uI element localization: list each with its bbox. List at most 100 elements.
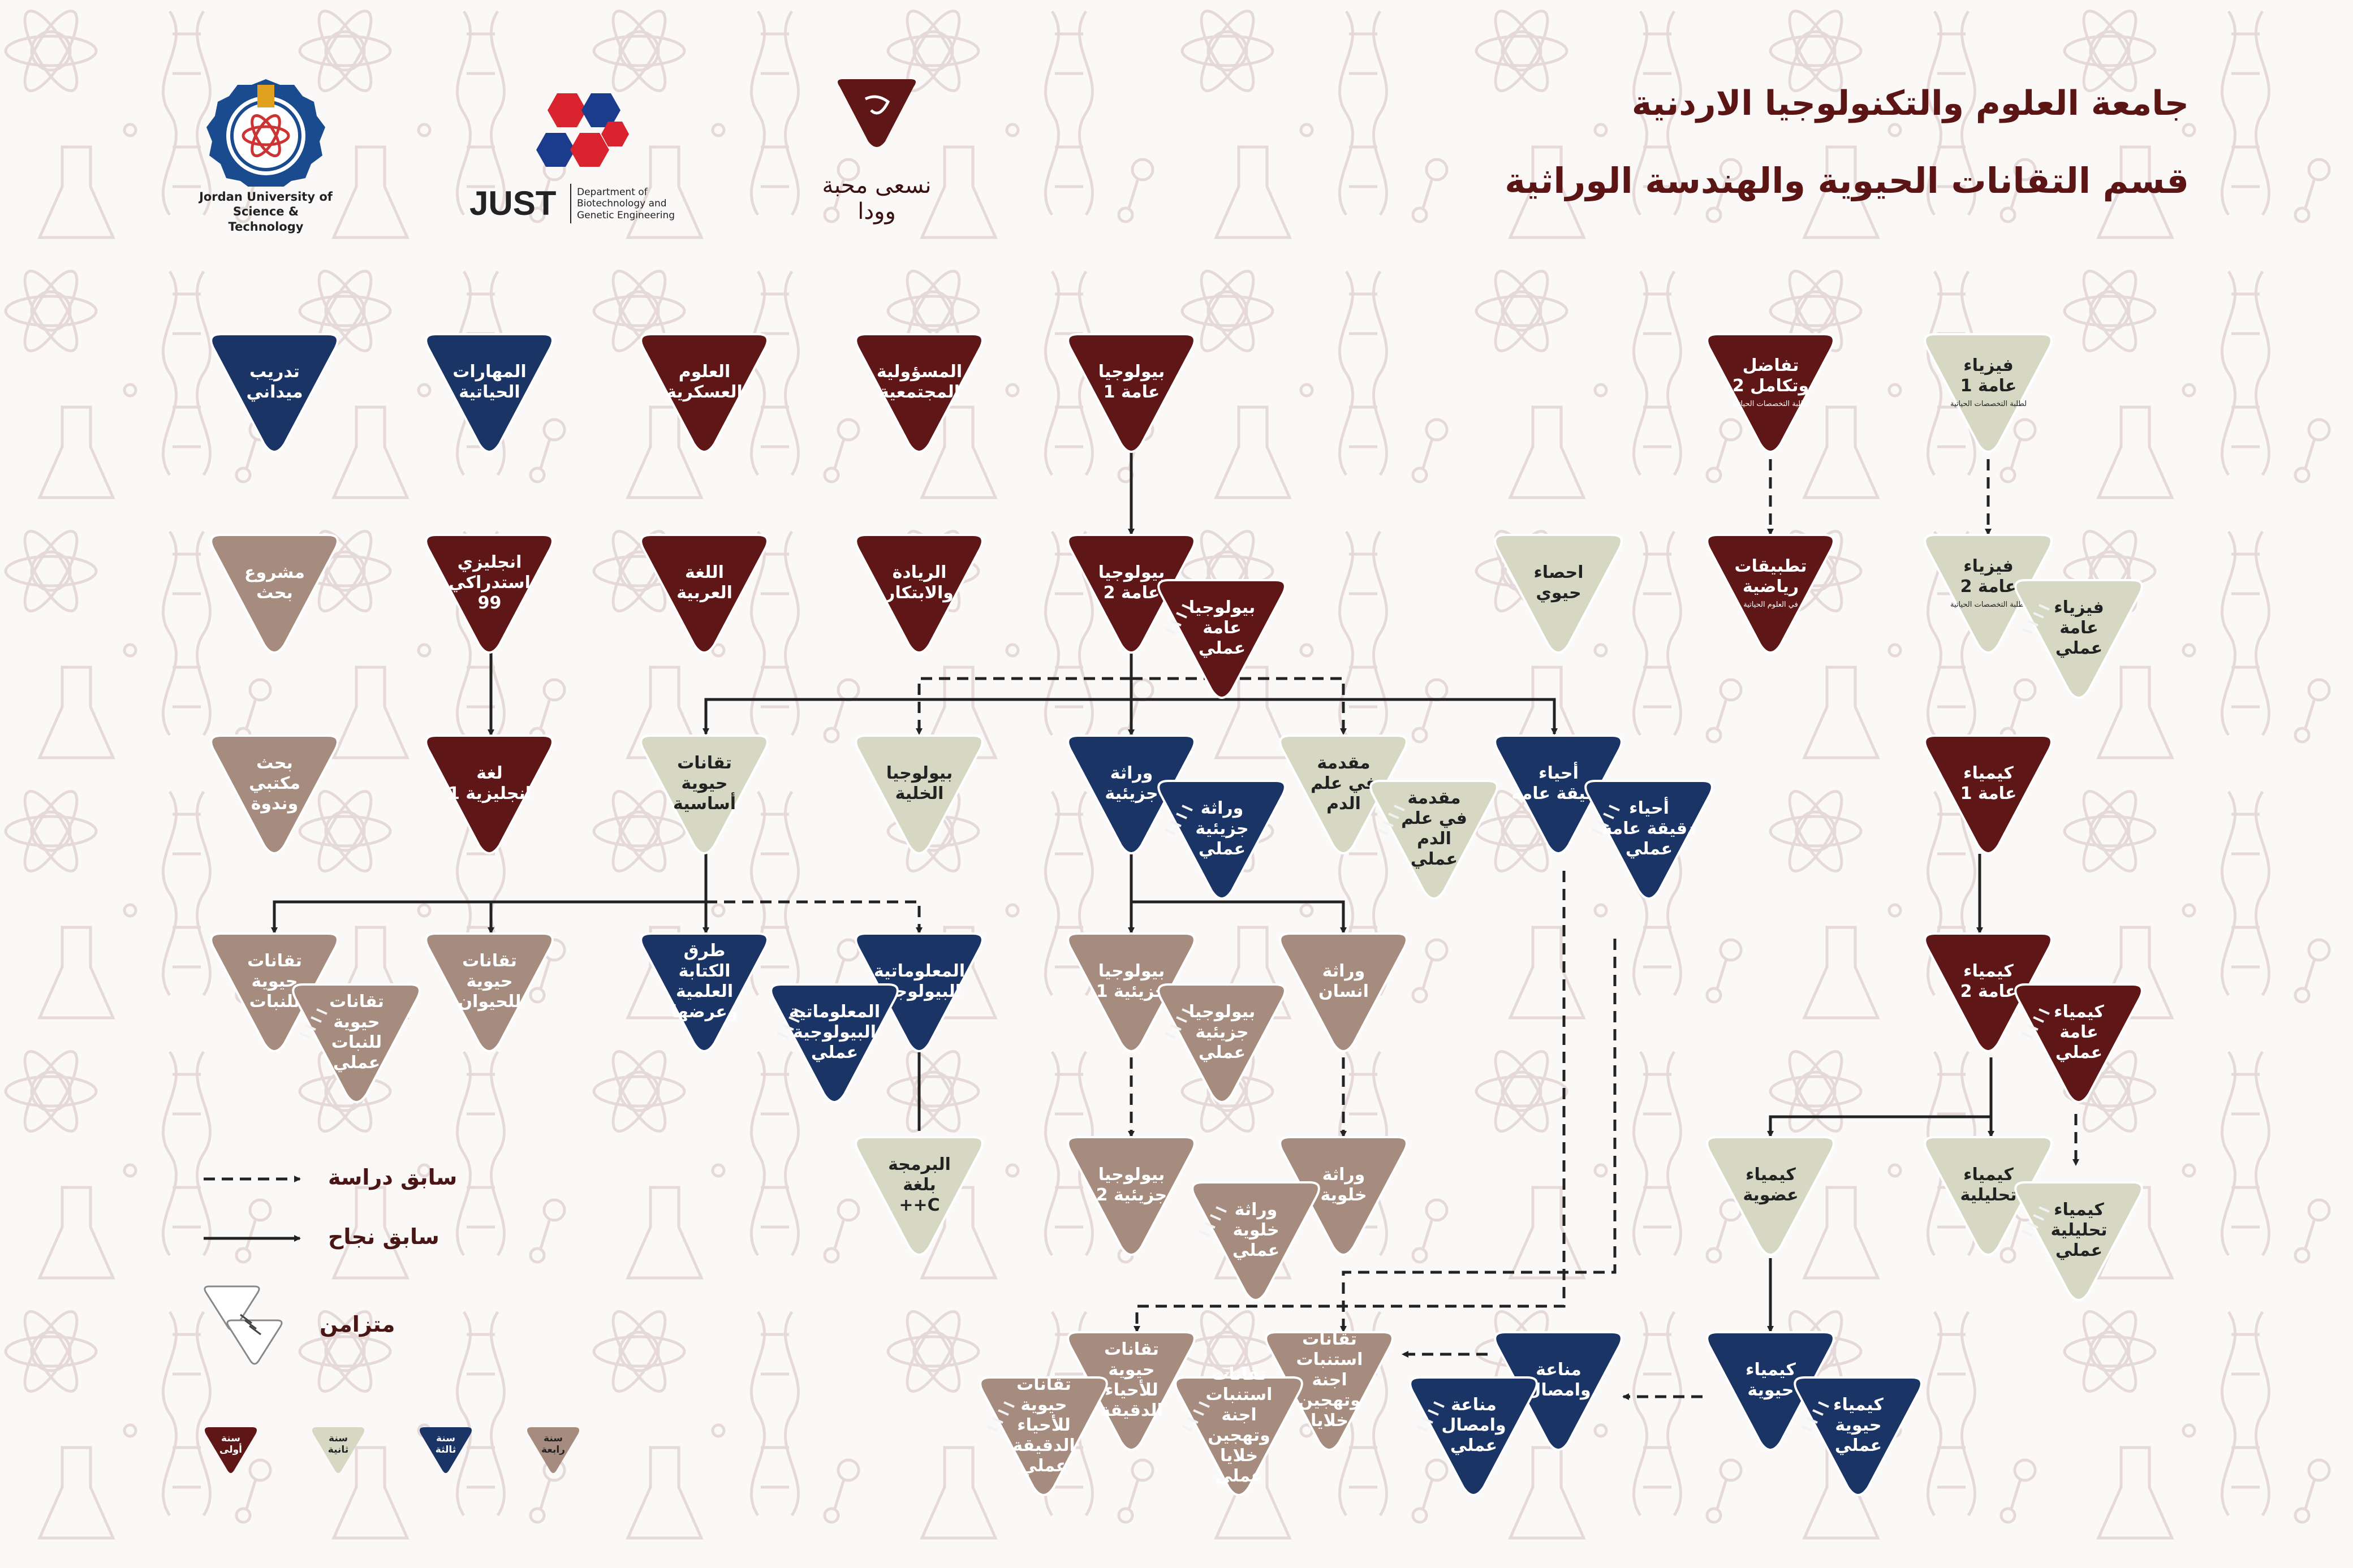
concurrent-stitch-icon — [2022, 1008, 2050, 1039]
legend-pass-prereq: سابق نجاح — [328, 1224, 439, 1249]
course-shape — [640, 333, 769, 453]
course-label: فيزياء عامة 2 لطلبة التخصصات الحياتية — [1939, 546, 2038, 620]
course-node-molecular-genetics: وراثة جزيئية — [1062, 732, 1201, 859]
legend-year1-label: سنة أولى — [219, 1433, 242, 1455]
course-node-physics-2: فيزياء عامة 2 لطلبة التخصصات الحياتية — [1919, 532, 2058, 659]
course-label: بحث مكتبي وندوة — [225, 747, 324, 820]
course-label: لغة انجليزية 1 — [440, 747, 539, 820]
course-shape — [1157, 780, 1286, 900]
course-label: المعلوماتية البيولوجية عملي — [785, 996, 884, 1069]
legend-year4: سنة رابعة — [525, 1425, 581, 1476]
course-shape — [1157, 983, 1286, 1103]
concurrent-stitch-icon — [2022, 604, 2050, 634]
course-label: تدريب ميداني — [225, 345, 324, 419]
course-title: وراثة خلوية — [1320, 1165, 1367, 1205]
course-shape — [1494, 1331, 1623, 1451]
course-label: تقانات حيوية للحيوان — [440, 945, 539, 1018]
concurrent-stitch-icon — [777, 1008, 805, 1039]
course-node-social-responsibility: المسؤولية المجتمعية — [850, 331, 989, 458]
concurrent-stitch-icon — [1416, 1401, 1445, 1432]
course-title: المسؤولية المجتمعية — [876, 362, 963, 402]
course-node-biochemistry-lab: كيمياء حيوية عملي — [1789, 1374, 1928, 1501]
course-title: احصاء حيوي — [1533, 563, 1584, 603]
course-shape — [425, 932, 554, 1052]
course-shape — [1494, 534, 1623, 654]
course-label: كيمياء عامة عملي — [2029, 996, 2128, 1069]
course-node-physics-lab: فيزياء عامة عملي — [2010, 577, 2148, 704]
course-title: كيمياء عامة 2 — [1960, 961, 2017, 1001]
legend-study-prereq: سابق دراسة — [328, 1165, 458, 1190]
course-label: اللغة العربية — [655, 546, 754, 620]
course-shape — [425, 534, 554, 654]
course-title: بيولوجيا جزيئية عملي — [1188, 1002, 1256, 1062]
course-label: مناعة وامصال عملي — [1424, 1389, 1523, 1462]
concurrent-stitch-icon — [1165, 1008, 1193, 1039]
course-node-general-microbiology-lab: أحياء دقيقة عامة عملي — [1580, 777, 1718, 905]
course-node-molecular-biology-1: بيولوجيا جزيئية 1 — [1062, 930, 1201, 1057]
course-label: تقانات حيوية للنبات عملي — [307, 992, 406, 1073]
course-title: تقانات حيوية للأحياء الدقيقة عملي — [1012, 1375, 1075, 1476]
course-node-microbial-biotech: تقانات حيوية للأحياء الدقيقة — [1062, 1329, 1201, 1456]
course-shape — [1174, 1376, 1303, 1496]
legend-year1: سنة أولى — [202, 1425, 259, 1476]
legend-year4-swatch — [527, 1427, 579, 1473]
course-shape — [770, 983, 899, 1103]
course-label: تطبيقات رياضية في العلوم الحياتية — [1721, 546, 1820, 620]
course-title: فيزياء عامة 1 — [1960, 356, 2017, 396]
course-label: بيولوجيا عامة 1 — [1082, 345, 1181, 419]
course-label: المسؤولية المجتمعية — [870, 345, 969, 419]
course-node-research-project: مشروع بحث — [205, 532, 344, 659]
course-label: بيولوجيا عامة 2 — [1082, 546, 1181, 620]
course-title: بيولوجيا الخلية — [886, 763, 953, 804]
course-shape — [1494, 735, 1623, 854]
course-node-molecular-biology-2: بيولوجيا جزيئية 2 — [1062, 1134, 1201, 1261]
course-shape — [1706, 333, 1835, 453]
department-name: Department of Biotechnology and Genetic … — [577, 187, 675, 221]
connector-micro-imm2 — [1340, 939, 1617, 1333]
course-node-molecular-genetics-lab: وراثة جزيئية عملي — [1153, 777, 1291, 905]
course-shape — [292, 983, 421, 1103]
course-label: وراثة جزيئية — [1082, 747, 1181, 820]
course-node-animal-biotech: تقانات حيوية للحيوان — [420, 930, 559, 1057]
course-title: كيمياء تحليلية عملي — [2050, 1200, 2108, 1260]
course-note: لطلبة التخصصات الحياتية — [1950, 400, 2027, 409]
course-node-english-99: انجليزي استدراكي 99 — [420, 532, 559, 659]
course-note: في العلوم الحياتية — [1743, 601, 1798, 610]
university-logo: Jordan University of Science & Technolog… — [195, 74, 337, 234]
course-node-plant-biotech-lab: تقانات حيوية للنبات عملي — [287, 981, 426, 1108]
legend-year1-swatch — [205, 1427, 257, 1473]
course-shape — [855, 932, 984, 1052]
course-node-immunology: مناعة وامصال — [1489, 1329, 1628, 1456]
course-shape — [1265, 1331, 1394, 1451]
course-shape — [1706, 1331, 1835, 1451]
course-label: تقانات استنبات اجنة وتهجين خلايا — [1280, 1329, 1379, 1431]
course-shape — [855, 534, 984, 654]
course-node-general-biology-2: بيولوجيا عامة 2 — [1062, 532, 1201, 659]
course-label: العلوم العسكرية — [655, 345, 754, 419]
course-shape — [425, 333, 554, 453]
course-shape — [1157, 579, 1286, 699]
concurrent-stitch-icon — [1199, 1206, 1227, 1237]
course-shape — [425, 735, 554, 854]
course-label: تقانات حيوية للأحياء الدقيقة — [1082, 1340, 1181, 1420]
course-node-analytical-chemistry: كيمياء تحليلية — [1919, 1134, 2058, 1261]
course-shape — [1706, 534, 1835, 654]
course-title: فيزياء عامة 2 — [1960, 556, 2017, 597]
concurrent-stitch-icon — [1377, 805, 1405, 835]
course-label: تقانات حيوية أساسية — [655, 747, 754, 820]
course-title: العلوم العسكرية — [666, 362, 743, 402]
course-node-cpp-programming: البرمجة بلغة C++ — [850, 1134, 989, 1261]
course-node-scientific-writing: طرق الكتابة العلمية وعرضها — [635, 930, 774, 1057]
connector-bio2-branch — [703, 647, 1133, 735]
course-label: وراثة خلوية — [1294, 1148, 1393, 1222]
course-shape — [640, 735, 769, 854]
concurrent-stitch-icon — [1801, 1401, 1829, 1432]
concurrent-stitch-icon — [1182, 1401, 1210, 1432]
course-node-basic-biotech: تقانات حيوية أساسية — [635, 732, 774, 859]
course-node-biostatistics: احصاء حيوي — [1489, 532, 1628, 659]
course-label: احصاء حيوي — [1509, 546, 1608, 620]
course-node-cell-biology: بيولوجيا الخلية — [850, 732, 989, 859]
course-shape — [1924, 735, 2053, 854]
slogan-logo: نسعى محبة وودا — [803, 79, 950, 224]
